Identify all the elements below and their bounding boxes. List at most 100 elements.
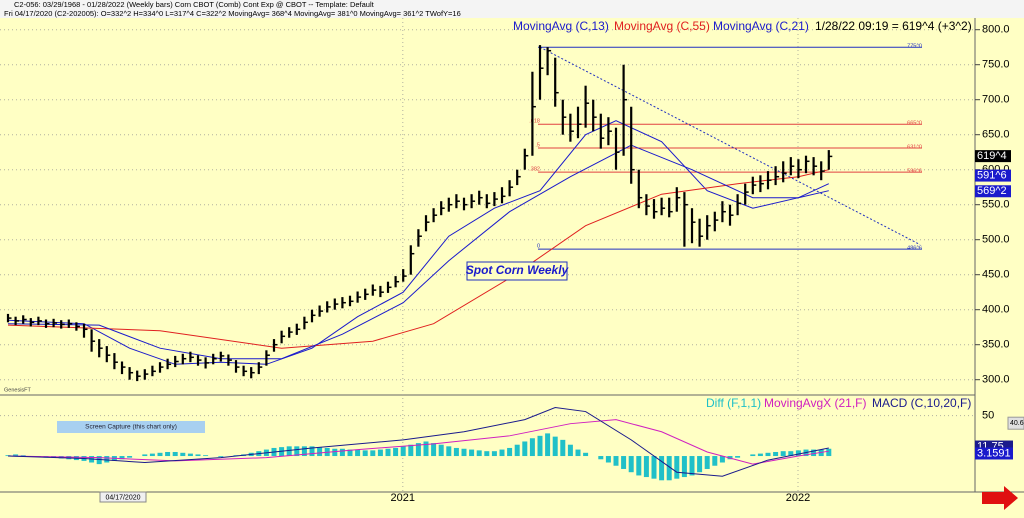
histogram-bar <box>294 446 300 457</box>
cursor-date-box <box>99 491 147 503</box>
histogram-bar <box>712 456 718 466</box>
histogram-bar <box>347 449 353 457</box>
histogram-bar <box>431 443 437 457</box>
histogram-bar <box>522 441 528 457</box>
histogram-bar <box>552 436 558 457</box>
histogram-bar <box>514 444 520 457</box>
price-tag-label: 619^4 <box>977 150 1007 162</box>
y-tick-label: 800.0 <box>982 24 1010 36</box>
histogram-bar <box>415 443 421 457</box>
y-tick-label: 450.0 <box>982 269 1010 281</box>
histogram-bar <box>180 452 186 457</box>
histogram-bar <box>621 456 627 469</box>
histogram-bar <box>370 450 376 457</box>
histogram-bar <box>651 456 657 479</box>
histogram-bar <box>598 456 604 460</box>
price-tag <box>975 185 1011 198</box>
histogram-bar <box>203 455 209 457</box>
histogram-bar <box>142 454 148 457</box>
fib-label: 486^6 <box>907 246 922 252</box>
legend-entry: Diff (F,1,1) <box>706 396 761 410</box>
histogram-bar <box>423 441 429 457</box>
x-tick-label: 2022 <box>786 492 810 504</box>
scroll-arrow[interactable] <box>982 486 1018 510</box>
header-line: C2-056: 03/29/1968 - 01/28/2022 (Weekly … <box>14 0 375 9</box>
histogram-bar <box>119 456 125 460</box>
histogram-bar <box>583 452 589 457</box>
fib-label: 596^6 <box>907 169 922 175</box>
histogram-bar <box>545 433 551 457</box>
histogram-bar <box>127 456 133 458</box>
histogram-bar <box>96 456 102 465</box>
x-tick-label: 2021 <box>391 492 415 504</box>
histogram-bar <box>385 448 391 457</box>
y-tick-label: 50 <box>982 410 994 422</box>
histogram-bar <box>719 456 725 463</box>
histogram-bar <box>408 444 414 457</box>
annotation: Screen Capture (this chart only) <box>85 424 177 431</box>
histogram-bar <box>811 449 817 457</box>
histogram-bar <box>453 447 459 457</box>
histogram-bar <box>355 449 361 457</box>
histogram-bar <box>567 444 573 457</box>
trendline <box>539 46 921 246</box>
histogram-bar <box>339 448 345 457</box>
histogram-bar <box>362 450 368 457</box>
histogram-bar <box>499 449 505 457</box>
histogram-bar <box>750 454 756 457</box>
indicator-line <box>7 419 829 465</box>
histogram-bar <box>476 450 482 457</box>
histogram-bar <box>301 446 307 457</box>
histogram-bar <box>195 454 201 457</box>
fib-label: 775^0 <box>907 44 922 50</box>
y-tick-label: 300.0 <box>982 374 1010 386</box>
y-tick-label: 650.0 <box>982 129 1010 141</box>
histogram-bar <box>332 448 338 457</box>
histogram-bar <box>636 456 642 476</box>
indicator-line <box>7 144 829 360</box>
histogram-bar <box>172 451 178 457</box>
histogram-bar <box>400 446 406 457</box>
annotation-box <box>57 421 205 433</box>
histogram-bar <box>689 456 695 476</box>
histogram-bar <box>5 455 11 457</box>
watermark: GenesisFT <box>4 387 32 393</box>
histogram-bar <box>704 456 710 469</box>
legend-entry: MACD (C,10,20,F) <box>872 396 971 410</box>
histogram-bar <box>13 454 19 457</box>
fib-ratio: .382 <box>529 167 540 173</box>
subtitle: 1/28/22 09:19 = 619^4 (+3^2) <box>815 19 972 33</box>
indicator-line <box>7 407 829 477</box>
header-bar <box>0 0 1024 18</box>
legend-entry: MovingAvg (C,13) <box>513 19 609 33</box>
y-tick-label: 400.0 <box>982 304 1010 316</box>
histogram-bar <box>613 456 619 466</box>
histogram-bar <box>575 449 581 457</box>
histogram-bar <box>628 456 634 473</box>
legend-entry: MovingAvgX (21,F) <box>764 396 867 410</box>
histogram-bar <box>157 452 163 457</box>
fib-label: 665^0 <box>907 121 922 127</box>
value-tag-label: 40.6 <box>1010 420 1024 427</box>
histogram-bar <box>286 446 292 457</box>
histogram-bar <box>795 450 801 457</box>
histogram-bar <box>826 448 832 457</box>
histogram-bar <box>461 448 467 457</box>
y-tick-label: 500.0 <box>982 234 1010 246</box>
histogram-bar <box>491 451 497 457</box>
histogram-bar <box>788 451 794 457</box>
histogram-bar <box>438 444 444 457</box>
histogram-bar <box>165 451 171 457</box>
fib-label: 631^0 <box>907 144 922 150</box>
histogram-bar <box>187 453 193 457</box>
histogram-bar <box>735 456 741 458</box>
histogram-bar <box>446 446 452 457</box>
histogram-bar <box>529 438 535 457</box>
histogram-bar <box>765 452 771 457</box>
fib-ratio: 0 <box>537 244 540 250</box>
y-tick-label: 700.0 <box>982 94 1010 106</box>
histogram-bar <box>484 451 490 457</box>
